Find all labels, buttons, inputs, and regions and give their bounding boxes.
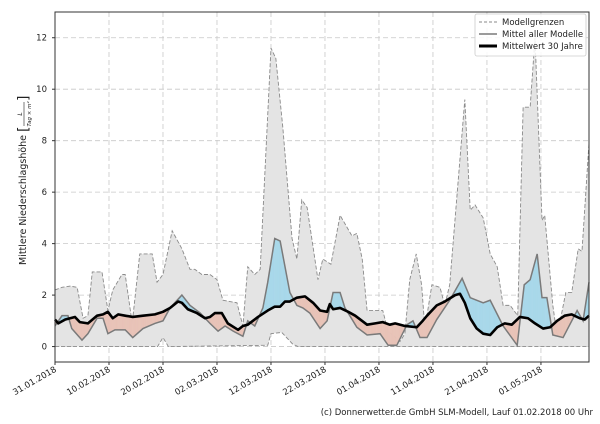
legend-box — [474, 13, 587, 57]
legend: Modellgrenzen Mittel aller Modelle Mitte… — [474, 13, 587, 57]
plot-frame — [54, 11, 590, 363]
y-tick-label: 2 — [42, 291, 47, 301]
x-tick-label: 01.04.2018 — [335, 365, 382, 398]
legend-label-climate: Mittelwert 30 Jahre — [502, 42, 583, 52]
y-axis-unit-denominator: Tag × m² — [26, 101, 33, 127]
y-tick-label: 0 — [42, 343, 47, 353]
y-tick-label: 10 — [36, 85, 47, 95]
x-tick-label: 31.01.2018 — [11, 365, 58, 398]
x-tick-label: 20.02.2018 — [119, 365, 166, 398]
y-axis: 0 2 4 6 8 10 12 — [36, 34, 55, 353]
x-tick-label: 11.04.2018 — [389, 365, 436, 398]
upper-model-bound-line — [54, 37, 590, 343]
climate-mean-line — [54, 292, 590, 337]
lower-model-bound-line — [55, 331, 589, 348]
x-tick-label: 12.03.2018 — [227, 365, 274, 398]
y-tick-label: 4 — [42, 240, 47, 250]
x-tick-label: 22.03.2018 — [281, 365, 328, 398]
x-tick-label: 21.04.2018 — [443, 365, 490, 398]
model-range-area — [55, 37, 589, 347]
x-tick-label: 02.03.2018 — [173, 365, 220, 398]
model-range-band — [54, 37, 590, 348]
y-tick-label: 6 — [42, 188, 47, 198]
x-tick-label: 10.02.2018 — [65, 365, 112, 398]
legend-label-range: Modellgrenzen — [502, 18, 564, 28]
model-mean-line — [54, 237, 590, 348]
y-axis-label: Mittlere Niederschlagshöhe [ L Tag × m² … — [16, 96, 33, 265]
y-tick-label: 12 — [36, 34, 47, 44]
x-axis: 31.01.2018 10.02.2018 20.02.2018 02.03.2018… — [11, 362, 544, 398]
y-axis-label-text: Mittlere Niederschlagshöhe — [18, 135, 29, 265]
series-lines — [54, 237, 590, 348]
legend-label-model-mean: Mittel aller Modelle — [502, 30, 583, 40]
x-tick-label: 01.05.2018 — [497, 365, 544, 398]
footer-credit: (c) Donnerwetter.de GmbH SLM-Modell, Lau… — [321, 408, 594, 418]
y-axis-unit-close: ] — [16, 96, 32, 101]
y-tick-label: 8 — [42, 137, 47, 147]
y-axis-unit-numerator: L — [17, 112, 24, 115]
y-axis-unit-open: [ — [16, 127, 32, 132]
